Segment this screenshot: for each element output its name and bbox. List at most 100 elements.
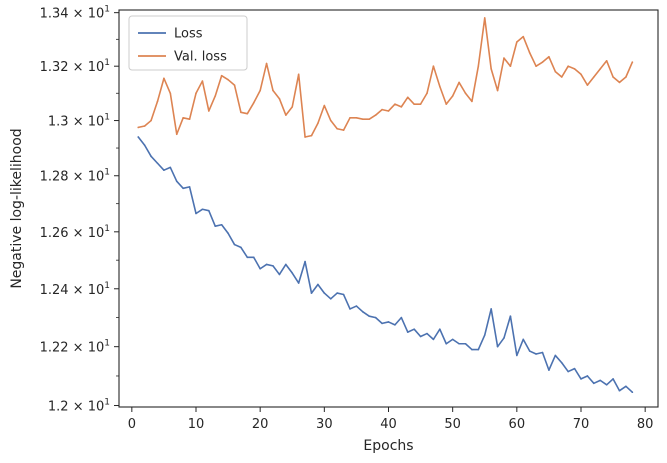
data-point (227, 78, 229, 81)
legend-item: Loss (138, 27, 203, 42)
y-axis: 1.2 × 101 1.22 × 101 1.24 × 101 1.26 × 101 1… (40, 5, 119, 415)
data-point (156, 100, 159, 103)
data-point (490, 68, 492, 70)
data-point (259, 267, 261, 270)
series-line (137, 17, 634, 138)
data-point (240, 246, 242, 249)
data-point (278, 97, 281, 100)
data-point (323, 104, 326, 107)
y-tick-label: 1.28 × 101 (40, 168, 110, 185)
data-point (612, 76, 614, 78)
series-2 (137, 17, 634, 138)
data-point (304, 260, 306, 263)
data-point (195, 212, 197, 215)
data-point (426, 92, 428, 95)
x-tick-label: 60 (509, 417, 526, 432)
data-point (233, 84, 236, 86)
data-point (432, 338, 435, 341)
data-point (483, 17, 486, 19)
data-point (272, 265, 274, 267)
data-point (246, 256, 249, 259)
data-point (150, 155, 152, 158)
data-point (439, 85, 441, 88)
data-point (291, 272, 294, 274)
data-point (208, 110, 210, 112)
data-point (394, 324, 396, 326)
data-point (349, 117, 351, 119)
data-point (445, 103, 448, 105)
data-point (362, 311, 364, 313)
data-point (201, 208, 204, 211)
data-point (227, 232, 229, 235)
data-point (477, 65, 480, 67)
data-point (310, 134, 313, 137)
x-tick-label: 70 (573, 417, 590, 432)
data-point (317, 283, 319, 286)
data-point (535, 353, 537, 355)
data-point (426, 332, 428, 335)
data-point (175, 133, 178, 136)
data-point (208, 209, 210, 212)
data-point (541, 351, 544, 354)
data-point (265, 263, 268, 266)
data-point (214, 95, 217, 97)
data-point (317, 122, 319, 125)
data-point (593, 76, 595, 78)
series-line (137, 136, 634, 393)
data-point (554, 70, 557, 73)
x-tick-label: 30 (316, 417, 333, 432)
data-point (503, 337, 505, 339)
data-point (329, 298, 332, 300)
data-point (605, 60, 608, 62)
x-tick-label: 80 (637, 417, 654, 432)
data-point (580, 73, 582, 76)
data-point (265, 62, 268, 65)
data-point (625, 385, 627, 388)
data-point (252, 101, 255, 104)
x-axis: 0 10 20 30 40 50 60 70 80 (128, 407, 654, 432)
data-point (297, 73, 300, 76)
data-point (195, 92, 197, 95)
data-point (278, 273, 281, 276)
data-point (483, 334, 486, 336)
data-point (548, 55, 550, 58)
data-point (451, 338, 454, 341)
data-point (631, 61, 634, 63)
data-point (516, 354, 518, 357)
data-point (406, 331, 409, 333)
data-point (618, 81, 621, 84)
data-point (374, 114, 377, 116)
data-point (291, 106, 294, 108)
data-point (400, 316, 403, 319)
data-point (323, 292, 326, 294)
data-point (220, 223, 223, 226)
data-point (625, 76, 627, 78)
data-point (528, 51, 531, 54)
data-point (240, 111, 242, 114)
y-tick-label: 1.32 × 101 (40, 58, 110, 75)
data-point (586, 84, 589, 86)
data-point (150, 119, 152, 122)
data-point (272, 89, 274, 92)
x-axis-label: Epochs (363, 438, 413, 454)
data-point (169, 92, 172, 95)
data-point (471, 348, 473, 351)
data-point (387, 321, 390, 323)
data-point (528, 350, 531, 352)
data-point (336, 127, 338, 130)
data-point (329, 119, 332, 122)
data-point (394, 103, 396, 105)
data-point (586, 375, 589, 377)
data-point (259, 89, 261, 92)
data-point (535, 65, 537, 67)
data-point (182, 187, 184, 190)
data-point (496, 89, 499, 92)
data-point (573, 68, 576, 70)
data-point (400, 106, 403, 108)
data-point (432, 65, 435, 67)
series-layer (137, 17, 634, 393)
data-point (220, 74, 223, 77)
data-point (413, 328, 415, 331)
data-point (374, 316, 377, 319)
x-tick-label: 0 (128, 417, 136, 432)
